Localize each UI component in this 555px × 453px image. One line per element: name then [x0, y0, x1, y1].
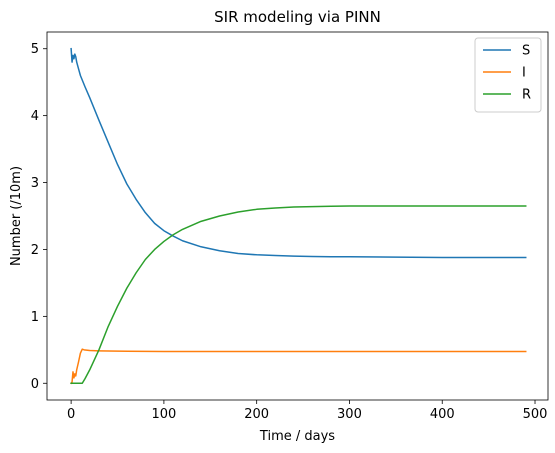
legend-box [474, 37, 542, 113]
x-axis-ticks: 0 100 200 300 400 500 [67, 400, 547, 422]
x-tick-label: 200 [244, 407, 269, 422]
series-line-i [70, 348, 527, 385]
legend-label-r: R [522, 88, 531, 103]
y-tick-label: 3 [31, 176, 39, 191]
y-tick-label: 2 [31, 243, 39, 258]
y-tick-label: 4 [31, 109, 39, 124]
y-tick-label: 0 [31, 377, 39, 392]
x-tick-label: 100 [151, 407, 176, 422]
legend-label-i: I [522, 66, 526, 81]
series-line-r [70, 205, 527, 385]
plot-area: 0 100 200 300 400 500 0 1 2 3 4 5 [31, 31, 549, 422]
x-tick-label: 500 [523, 407, 548, 422]
legend-label-s: S [522, 44, 530, 59]
legend: SIR [474, 37, 542, 113]
x-tick-label: 400 [430, 407, 455, 422]
chart-title: SIR modeling via PINN [214, 8, 381, 26]
series-line-s [70, 47, 527, 259]
series-lines [70, 47, 527, 385]
y-tick-label: 5 [31, 42, 39, 57]
y-tick-label: 1 [31, 310, 39, 325]
x-tick-label: 0 [67, 407, 75, 422]
legend-items: SIR [483, 44, 531, 103]
axes-frame [46, 31, 549, 401]
y-axis-label: Number (/10m) [9, 166, 24, 266]
y-axis-ticks: 0 1 2 3 4 5 [31, 42, 47, 392]
x-tick-label: 300 [337, 407, 362, 422]
x-axis-label: Time / days [259, 429, 335, 444]
